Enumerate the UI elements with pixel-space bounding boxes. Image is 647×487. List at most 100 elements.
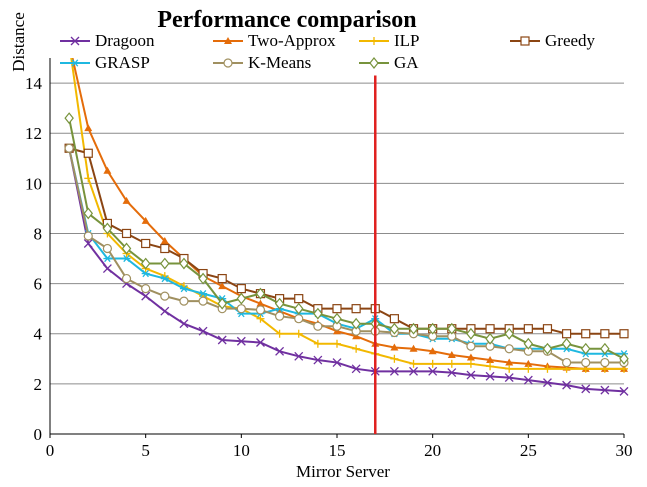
data-point-dragoon-24 bbox=[504, 373, 514, 383]
data-point-greedy-28 bbox=[581, 329, 591, 339]
data-point-greedy-26 bbox=[542, 324, 553, 334]
data-point-ilp-24 bbox=[505, 364, 514, 373]
data-point-ga-16 bbox=[351, 317, 361, 330]
data-point-ga-15 bbox=[332, 312, 342, 325]
data-point-ga-12 bbox=[274, 297, 285, 310]
x-axis-label: Mirror Server bbox=[296, 462, 390, 481]
series-line-ga bbox=[68, 117, 625, 360]
data-point-dragoon-7 bbox=[179, 319, 189, 329]
x-tick-label-30: 30 bbox=[616, 441, 633, 460]
legend-label-dragoon: Dragoon bbox=[95, 31, 155, 50]
legend-entry-two-approx: Two-Approx bbox=[213, 31, 336, 50]
data-point-dragoon-8 bbox=[198, 326, 208, 336]
data-point-ilp-14 bbox=[313, 339, 322, 348]
data-point-two-approx-19 bbox=[409, 344, 418, 352]
chart-title: Performance comparison bbox=[157, 7, 416, 33]
data-point-grasp-8 bbox=[199, 289, 208, 298]
data-point-ga-30 bbox=[619, 352, 629, 365]
data-point-two-approx-24 bbox=[505, 358, 514, 366]
data-point-grasp-3 bbox=[103, 254, 112, 263]
data-point-ilp-2 bbox=[84, 174, 93, 183]
data-point-k-means-29 bbox=[600, 357, 610, 368]
data-point-grasp-7 bbox=[179, 284, 188, 293]
legend-swatch-marker bbox=[224, 37, 232, 44]
y-tick-label-2: 2 bbox=[34, 375, 43, 394]
y-tick-label-6: 6 bbox=[34, 275, 43, 294]
data-point-greedy-23 bbox=[485, 324, 495, 334]
data-point-ga-18 bbox=[389, 322, 400, 335]
data-point-ilp-15 bbox=[333, 339, 341, 348]
legend-label-ilp: ILP bbox=[394, 31, 420, 50]
series-line-grasp bbox=[68, 148, 624, 355]
data-point-ilp-22 bbox=[466, 359, 475, 368]
data-point-k-means-5 bbox=[141, 284, 151, 294]
data-point-ga-8 bbox=[198, 272, 208, 285]
data-point-dragoon-29 bbox=[600, 385, 610, 395]
data-point-two-approx-9 bbox=[218, 282, 227, 290]
data-point-grasp-6 bbox=[160, 274, 169, 283]
data-point-k-means-2 bbox=[83, 231, 93, 241]
y-axis-label: Distance bbox=[9, 12, 28, 71]
data-point-two-approx-2 bbox=[84, 124, 93, 132]
x-tick-label-15: 15 bbox=[329, 441, 346, 460]
y-tick-label-8: 8 bbox=[34, 224, 43, 243]
data-point-ga-13 bbox=[293, 302, 304, 315]
data-point-greedy-9 bbox=[217, 273, 227, 284]
data-point-k-means-28 bbox=[581, 357, 591, 368]
data-point-greedy-18 bbox=[389, 314, 399, 324]
data-point-two-approx-23 bbox=[486, 356, 495, 364]
legend-label-k-means: K-Means bbox=[248, 53, 311, 72]
x-tick-label-20: 20 bbox=[424, 441, 441, 460]
series-lines bbox=[64, 58, 629, 396]
data-point-two-approx-4 bbox=[122, 196, 131, 204]
data-point-ga-3 bbox=[102, 222, 113, 235]
legend-entry-ilp: ILP bbox=[359, 31, 420, 50]
data-point-ga-6 bbox=[160, 257, 170, 270]
legend-entry-greedy: Greedy bbox=[510, 31, 596, 50]
data-point-two-approx-22 bbox=[466, 353, 475, 361]
data-point-ilp-13 bbox=[294, 329, 303, 338]
data-point-ilp-19 bbox=[409, 359, 418, 368]
data-point-greedy-5 bbox=[141, 238, 151, 249]
legend-label-two-approx: Two-Approx bbox=[248, 31, 336, 50]
data-point-k-means-10 bbox=[236, 304, 246, 314]
data-point-dragoon-3 bbox=[102, 264, 112, 274]
data-point-ga-5 bbox=[140, 257, 151, 270]
data-point-greedy-13 bbox=[294, 294, 304, 304]
data-point-ilp-23 bbox=[486, 362, 495, 371]
data-point-two-approx-18 bbox=[390, 343, 399, 351]
data-point-dragoon-11 bbox=[256, 338, 265, 347]
data-point-ga-26 bbox=[542, 342, 553, 355]
x-tick-label-25: 25 bbox=[520, 441, 537, 460]
legend-label-grasp: GRASP bbox=[95, 53, 150, 72]
data-point-dragoon-26 bbox=[543, 378, 552, 388]
data-point-ga-19 bbox=[408, 322, 419, 335]
data-point-ga-7 bbox=[179, 257, 189, 270]
data-point-greedy-10 bbox=[236, 284, 246, 294]
data-point-k-means-22 bbox=[466, 341, 476, 351]
y-tick-label-0: 0 bbox=[34, 425, 43, 444]
series-line-greedy bbox=[68, 147, 624, 335]
data-point-dragoon-22 bbox=[466, 370, 476, 380]
data-point-ga-11 bbox=[255, 287, 266, 300]
legend-swatch-marker bbox=[370, 37, 378, 45]
data-point-greedy-25 bbox=[523, 324, 533, 334]
data-point-two-approx-20 bbox=[428, 347, 437, 355]
data-point-greedy-4 bbox=[121, 228, 132, 239]
series-line-ilp bbox=[70, 58, 624, 370]
y-tick-label-14: 14 bbox=[25, 74, 43, 93]
x-tick-label-5: 5 bbox=[141, 441, 150, 460]
data-point-greedy-27 bbox=[561, 329, 572, 339]
data-point-k-means-24 bbox=[504, 344, 514, 354]
data-point-k-means-4 bbox=[121, 273, 132, 284]
data-point-ilp-25 bbox=[524, 364, 533, 373]
x-tick-label-10: 10 bbox=[233, 441, 250, 460]
data-point-ga-4 bbox=[121, 242, 132, 255]
data-point-k-means-7 bbox=[179, 296, 189, 306]
data-point-greedy-6 bbox=[160, 243, 170, 254]
data-point-dragoon-28 bbox=[581, 384, 591, 394]
data-point-dragoon-21 bbox=[447, 368, 457, 378]
data-point-grasp-5 bbox=[141, 269, 150, 278]
